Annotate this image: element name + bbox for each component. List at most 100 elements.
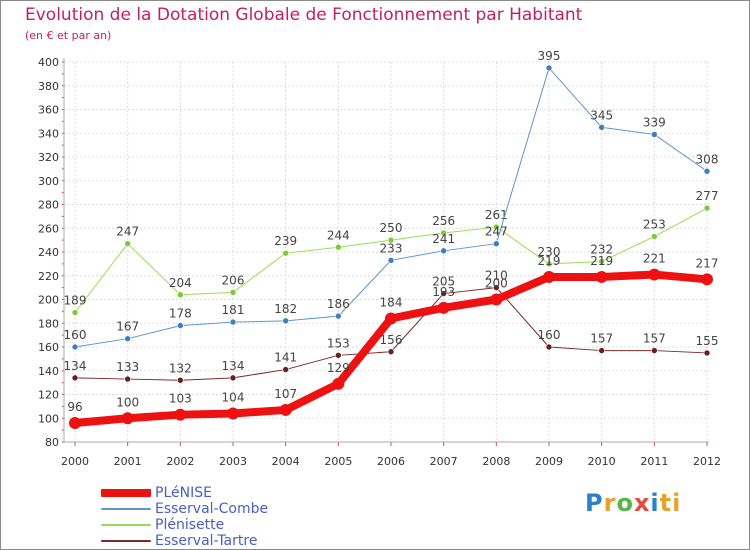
data-point-esserval-combe [177,322,184,329]
data-point-esserval-tartre [71,374,79,382]
data-label-pl-nise: 96 [67,400,82,414]
x-tick-label: 2002 [166,455,194,468]
data-label-esserval-combe: 167 [116,320,139,334]
data-point-pl-nisette [229,289,237,296]
data-label-esserval-combe: 241 [432,232,455,246]
data-label-esserval-combe: 181 [222,303,245,317]
data-point-pl-nisette [282,249,289,257]
x-tick-label: 2004 [272,455,300,468]
data-point-pl-nise [543,270,555,283]
legend-label-plenisette: Plénisette [155,517,225,533]
data-point-pl-nisette [651,233,658,240]
data-label-esserval-combe: 345 [590,108,613,122]
data-point-pl-nisette [335,243,342,251]
data-point-pl-nise [595,270,608,283]
data-point-esserval-tartre [335,352,342,359]
data-point-esserval-tartre [387,348,395,356]
data-label-pl-nisette: 204 [169,276,192,290]
data-point-pl-nise [437,301,450,314]
proxiti-logo: Proxiti [585,489,682,517]
data-label-esserval-combe: 339 [643,115,666,129]
legend-item-plenise: PLéNISE [101,485,268,501]
y-tick-label: 220 [38,270,59,283]
data-label-pl-nisette: 232 [590,243,613,257]
x-tick-label: 2003 [219,455,247,468]
legend-swatch-esserval-tartre [101,540,151,542]
data-point-esserval-combe [335,312,342,320]
data-point-esserval-combe [124,335,131,342]
data-label-esserval-combe: 233 [380,241,403,255]
x-tick-label: 2001 [114,455,142,468]
data-label-pl-nise: 184 [380,296,403,310]
legend-label-esserval-tartre: Esserval-Tartre [155,533,258,549]
data-point-pl-nisette [545,260,553,268]
y-tick-label: 320 [38,151,59,164]
data-point-esserval-combe [545,64,553,72]
data-point-pl-nisette [177,291,184,299]
data-label-pl-nise: 103 [169,392,192,406]
data-label-esserval-tartre: 157 [590,332,613,346]
data-point-esserval-combe [440,247,447,255]
legend-label-plenise: PLéNISE [155,485,212,501]
data-label-pl-nisette: 250 [380,221,403,235]
data-label-pl-nise: 104 [222,391,245,405]
chart-subtitle: (en € et par an) [25,29,112,42]
data-label-esserval-combe: 182 [274,302,297,316]
x-tick-label: 2009 [535,455,563,468]
data-label-esserval-tartre: 155 [696,334,719,348]
data-point-pl-nise [174,408,187,421]
data-point-esserval-combe [493,240,500,247]
data-label-pl-nisette: 256 [432,214,455,228]
legend-item-esserval-tartre: Esserval-Tartre [101,533,268,549]
data-label-esserval-combe: 308 [696,152,719,166]
y-tick-label: 100 [38,412,59,425]
data-point-esserval-combe [229,318,237,326]
data-point-pl-nisette [440,229,447,237]
data-point-esserval-combe [703,167,711,175]
data-label-esserval-tartre: 157 [643,332,666,346]
data-point-esserval-combe [387,257,395,264]
x-tick-label: 2006 [377,455,405,468]
x-tick-label: 2000 [61,455,89,468]
y-tick-label: 80 [45,436,59,449]
y-tick-label: 240 [38,246,59,259]
data-label-pl-nisette: 253 [643,218,666,232]
x-tick-label: 2011 [640,455,668,468]
data-label-esserval-combe: 186 [327,297,350,311]
data-point-pl-nisette [387,236,395,244]
data-point-pl-nise [332,377,345,390]
data-label-esserval-tartre: 153 [327,336,350,350]
chart-title: Evolution de la Dotation Globale de Fonc… [25,5,583,25]
data-point-pl-nise [69,417,81,429]
y-tick-label: 200 [38,294,59,307]
data-label-esserval-combe: 178 [169,307,192,321]
data-label-esserval-combe: 247 [485,225,508,239]
data-label-esserval-tartre: 210 [485,269,508,283]
legend-item-plenisette: Plénisette [101,517,268,533]
data-label-pl-nisette: 247 [116,225,139,239]
data-point-esserval-tartre [440,290,447,297]
data-label-esserval-tartre: 160 [538,328,561,342]
data-point-esserval-tartre [651,347,658,354]
legend: PLéNISE Esserval-Combe Plénisette Esserv… [101,485,268,549]
data-point-pl-nisette [124,240,131,247]
data-point-esserval-tartre [493,284,500,291]
y-tick-label: 280 [38,199,59,212]
data-point-esserval-tartre [545,343,553,351]
data-label-pl-nisette: 206 [222,273,245,287]
data-label-pl-nise: 219 [590,254,613,268]
y-tick-label: 360 [38,104,59,117]
y-tick-label: 120 [38,389,59,402]
data-point-esserval-tartre [282,366,289,373]
data-label-esserval-tartre: 205 [432,275,455,289]
x-tick-label: 2007 [430,455,458,468]
legend-swatch-plenisette [101,524,151,526]
legend-item-esserval-combe: Esserval-Combe [101,501,268,517]
data-label-esserval-tartre: 141 [274,351,297,365]
data-point-esserval-tartre [177,376,184,384]
data-label-pl-nise: 217 [696,256,719,270]
data-point-pl-nise [227,407,239,420]
data-label-pl-nise: 219 [538,254,561,268]
